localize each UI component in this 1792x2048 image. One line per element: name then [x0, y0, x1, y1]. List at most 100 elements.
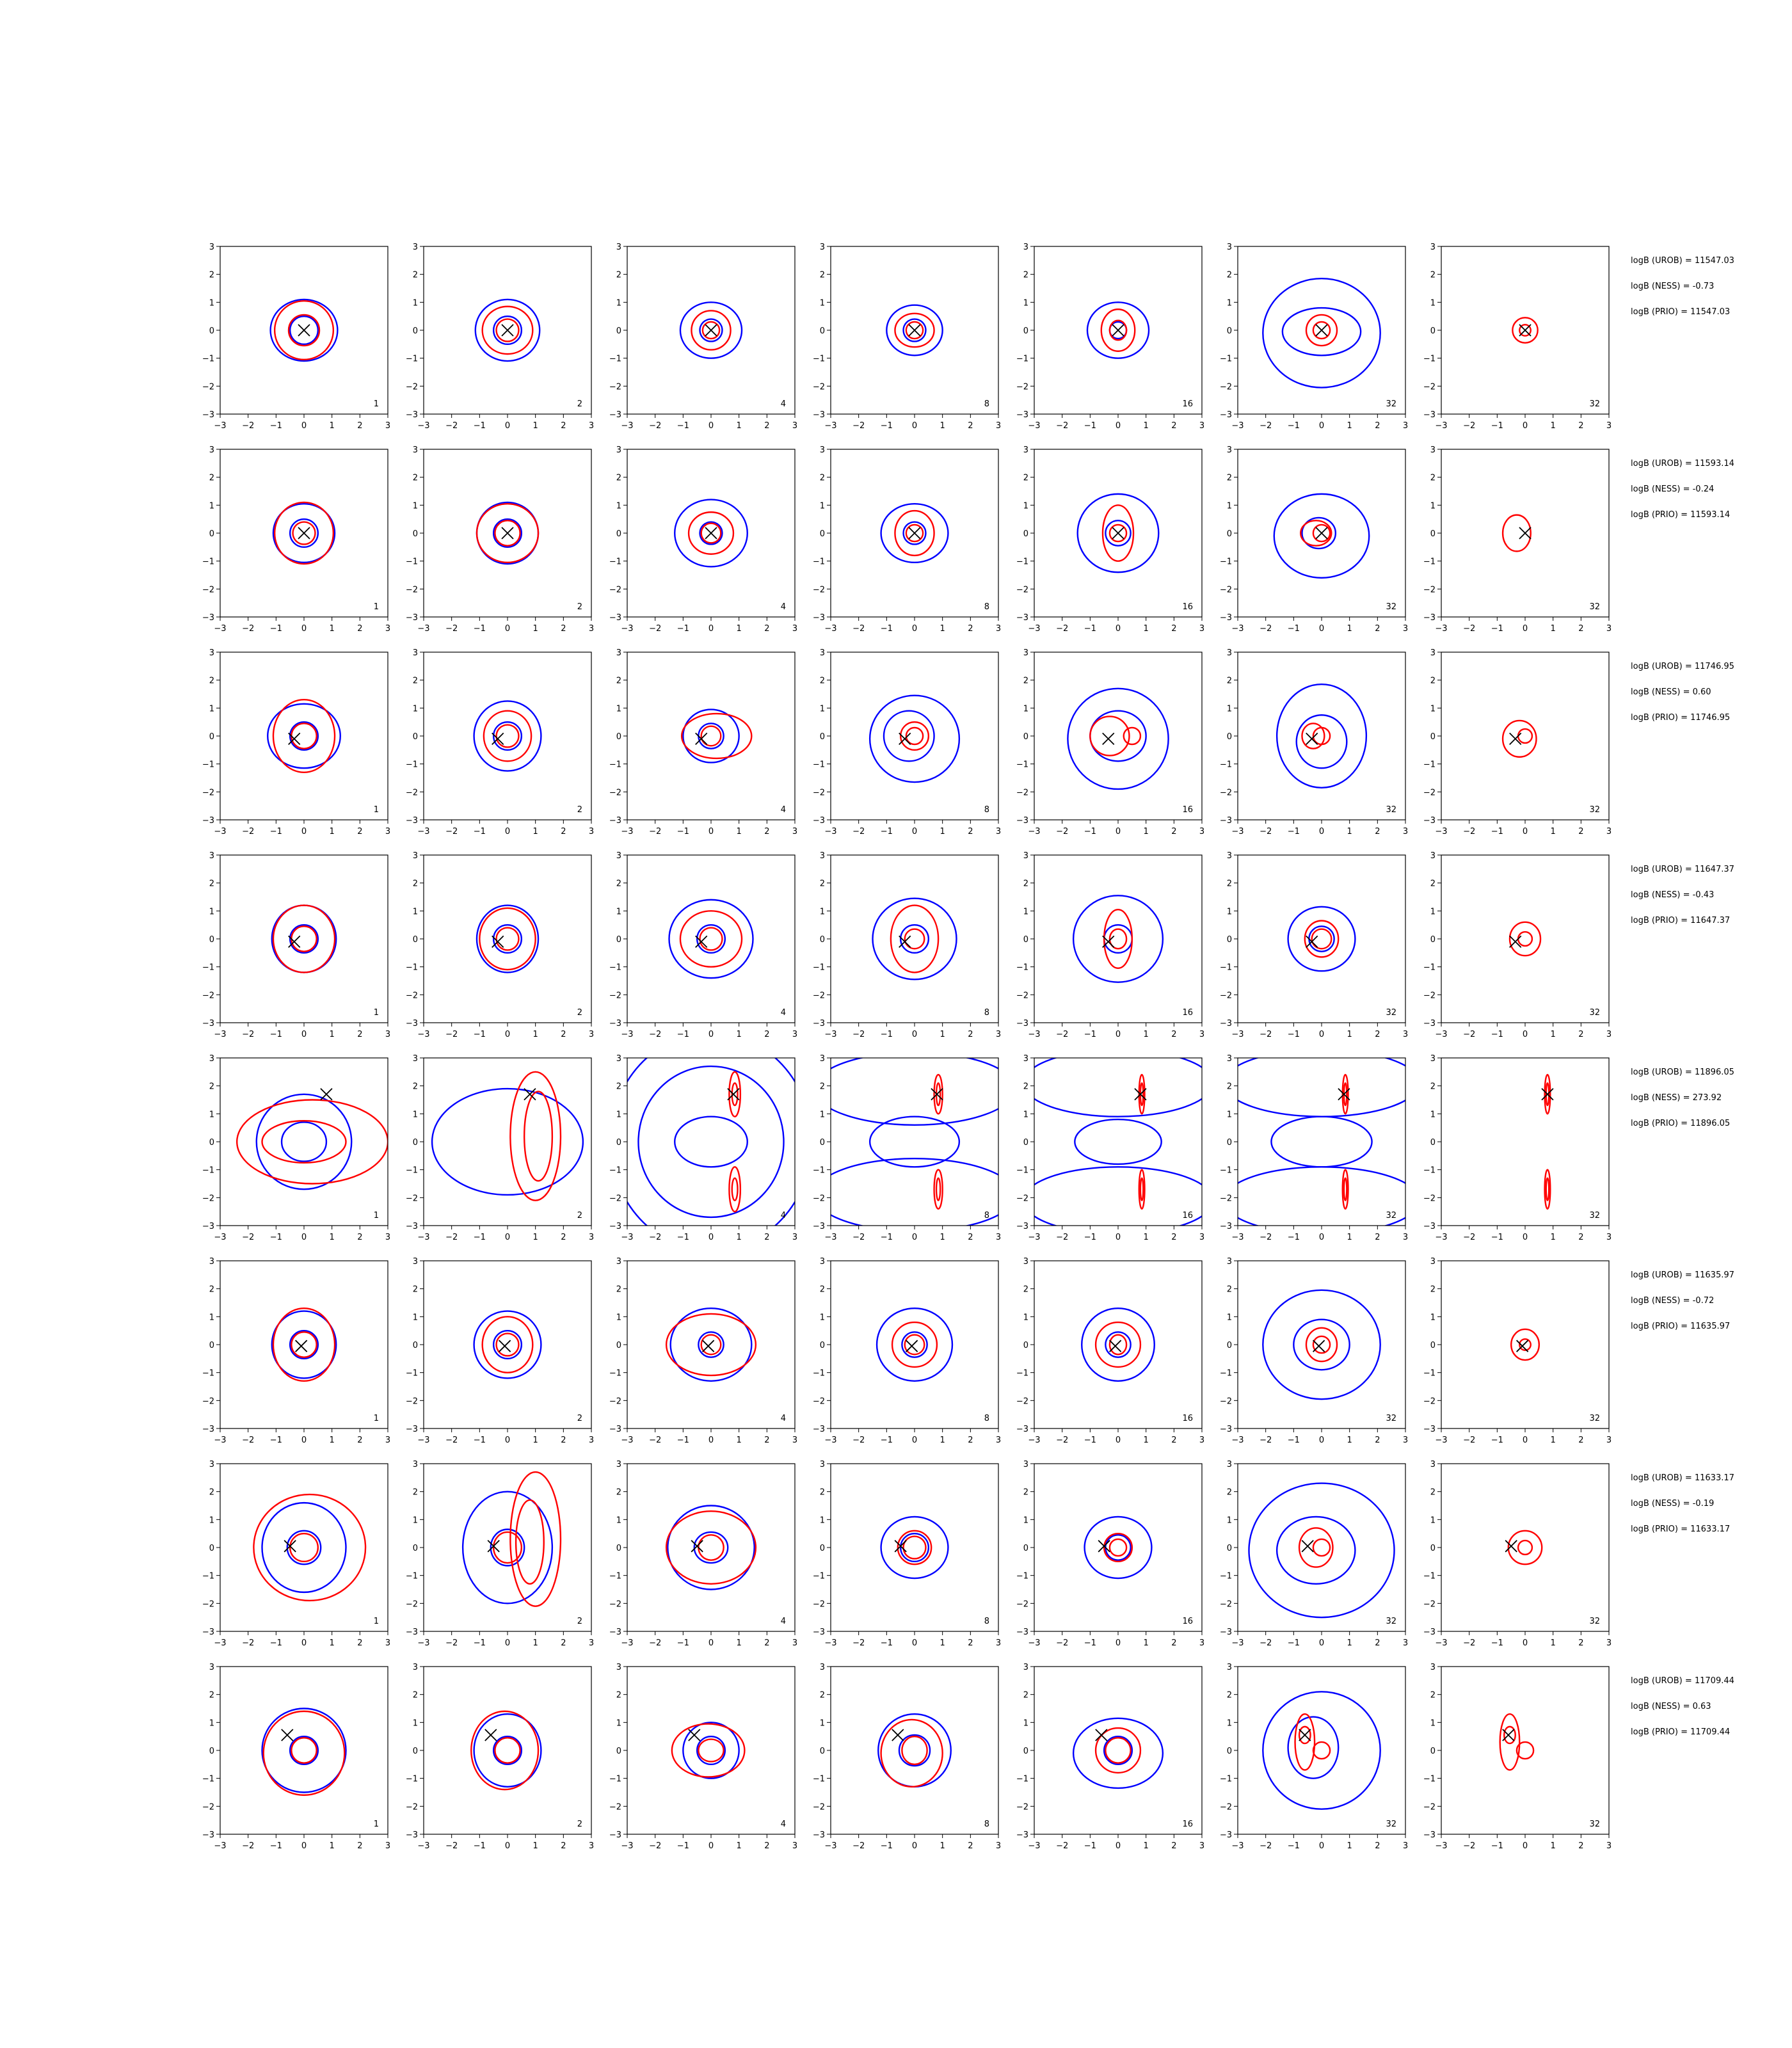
x-tick-label: −2	[445, 1030, 458, 1039]
x-tick-label: 2	[764, 1638, 769, 1648]
plot-area	[476, 501, 540, 565]
x-tick-label: 1	[533, 1841, 538, 1851]
x-tick-label: −2	[852, 421, 865, 431]
panel-index-label: 4	[781, 1414, 786, 1423]
x-tick-label: −3	[417, 624, 429, 634]
panel-index-label: 4	[781, 1820, 786, 1829]
subplot-r8-c3: −3 −2 −1 0 1 2 3 3 2 1 0 −1 −2 −3 4	[609, 1663, 797, 1851]
x-tick-label: 1	[330, 1030, 335, 1039]
blue-contour	[1262, 278, 1381, 388]
blue-contour	[1072, 1717, 1164, 1789]
x-tick-label: −2	[445, 827, 458, 836]
y-tick-label: −1	[202, 355, 214, 364]
y-tick-label: −3	[1220, 1628, 1232, 1637]
y-tick-label: −1	[1016, 1572, 1028, 1581]
y-tick-label: 1	[1227, 298, 1232, 308]
x-tick-label: 2	[561, 624, 566, 634]
y-tick-label: 3	[1227, 445, 1232, 455]
y-tick-label: −1	[609, 963, 621, 973]
y-tick-label: 1	[209, 1516, 214, 1525]
y-tick-label: −1	[1423, 1572, 1436, 1581]
y-tick-label: 3	[209, 1460, 214, 1469]
panel-index-label: 1	[374, 1617, 379, 1626]
panel-index-label: 4	[781, 602, 786, 612]
plot-area	[1541, 1074, 1554, 1210]
subplot-r5-c2: −3 −2 −1 0 1 2 3 3 2 1 0 −1 −2 −3 2	[406, 1054, 594, 1242]
panel-index-label: 16	[1182, 1820, 1193, 1829]
y-tick-label: 2	[413, 1488, 418, 1498]
x-tick-label: −3	[824, 421, 836, 431]
blue-contour	[637, 1065, 785, 1219]
red-contour	[728, 1166, 742, 1213]
panel-index-label: 16	[1182, 1008, 1193, 1018]
y-tick-label: −2	[1220, 1396, 1232, 1406]
x-marker	[1301, 1540, 1314, 1553]
y-tick-label: 3	[1023, 243, 1028, 252]
x-tick-label: 1	[1144, 827, 1149, 836]
x-tick-label: −2	[1463, 827, 1475, 836]
x-tick-label: 0	[1116, 421, 1121, 431]
subplot-r2-c1: −3 −2 −1 0 1 2 3 3 2 1 0 −1 −2 −3 1	[202, 445, 390, 634]
y-tick-label: 2	[1430, 1691, 1436, 1700]
x-tick-label: 1	[330, 1436, 335, 1445]
blue-contour	[899, 1532, 930, 1563]
y-tick-label: −3	[609, 1222, 621, 1231]
y-tick-label: −3	[1423, 1628, 1436, 1637]
x-tick-label: −1	[474, 1841, 486, 1851]
x-tick-label: −1	[1084, 1638, 1096, 1648]
blue-contour	[696, 1735, 726, 1766]
y-tick-label: 2	[413, 879, 418, 889]
x-tick-label: 0	[708, 1638, 714, 1648]
x-tick-label: −3	[214, 1436, 226, 1445]
x-tick-label: 3	[996, 1638, 1001, 1648]
blue-contour	[492, 315, 523, 346]
x-tick-label: 2	[1375, 827, 1380, 836]
x-tick-label: −2	[1056, 1030, 1068, 1039]
y-tick-label: −3	[1220, 1425, 1232, 1434]
y-tick-label: 2	[209, 1285, 214, 1295]
x-tick-label: −3	[824, 1638, 836, 1648]
x-tick-label: 3	[385, 421, 390, 431]
panel-index-label: 4	[781, 399, 786, 409]
y-tick-label: 1	[1430, 298, 1436, 308]
x-tick-label: −3	[214, 1638, 226, 1648]
blue-contour	[669, 1308, 753, 1382]
x-tick-label: −2	[1463, 1233, 1475, 1242]
red-contour	[698, 1738, 724, 1763]
x-tick-label: 3	[792, 421, 797, 431]
plot-area	[1276, 684, 1368, 788]
red-contour	[495, 724, 520, 748]
red-contour	[728, 1071, 742, 1117]
subplot-r4-c3: −3 −2 −1 0 1 2 3 3 2 1 0 −1 −2 −3 4	[609, 851, 797, 1039]
y-tick-label: 3	[820, 1460, 825, 1469]
red-contour	[1507, 1530, 1543, 1565]
y-tick-label: 1	[1430, 907, 1436, 916]
y-tick-label: −2	[202, 1396, 214, 1406]
y-tick-label: 1	[820, 501, 825, 511]
y-tick-label: −3	[1016, 1425, 1028, 1434]
x-tick-label: −2	[445, 624, 458, 634]
y-tick-label: −3	[1423, 1830, 1436, 1840]
red-contour	[1343, 1177, 1348, 1201]
x-marker	[288, 935, 301, 948]
x-marker	[701, 1340, 715, 1352]
y-tick-label: −2	[1220, 1194, 1232, 1203]
x-tick-label: 2	[1171, 1233, 1176, 1242]
x-tick-label: 0	[505, 1233, 510, 1242]
y-tick-label: −3	[1016, 1628, 1028, 1637]
panel-index-label: 4	[781, 805, 786, 815]
x-marker	[284, 1540, 296, 1553]
y-tick-label: 1	[1023, 704, 1028, 714]
x-marker	[1541, 1088, 1554, 1101]
x-tick-label: 0	[505, 1638, 510, 1648]
blue-contour	[269, 298, 339, 362]
logb-note: logB (PRIO) = 11633.17	[1631, 1524, 1730, 1534]
y-tick-label: 3	[820, 243, 825, 252]
plot-area	[1262, 278, 1381, 388]
blue-contour	[679, 301, 743, 359]
red-contour	[880, 1718, 943, 1788]
x-tick-label: −2	[852, 1638, 865, 1648]
y-tick-label: −2	[202, 1599, 214, 1609]
